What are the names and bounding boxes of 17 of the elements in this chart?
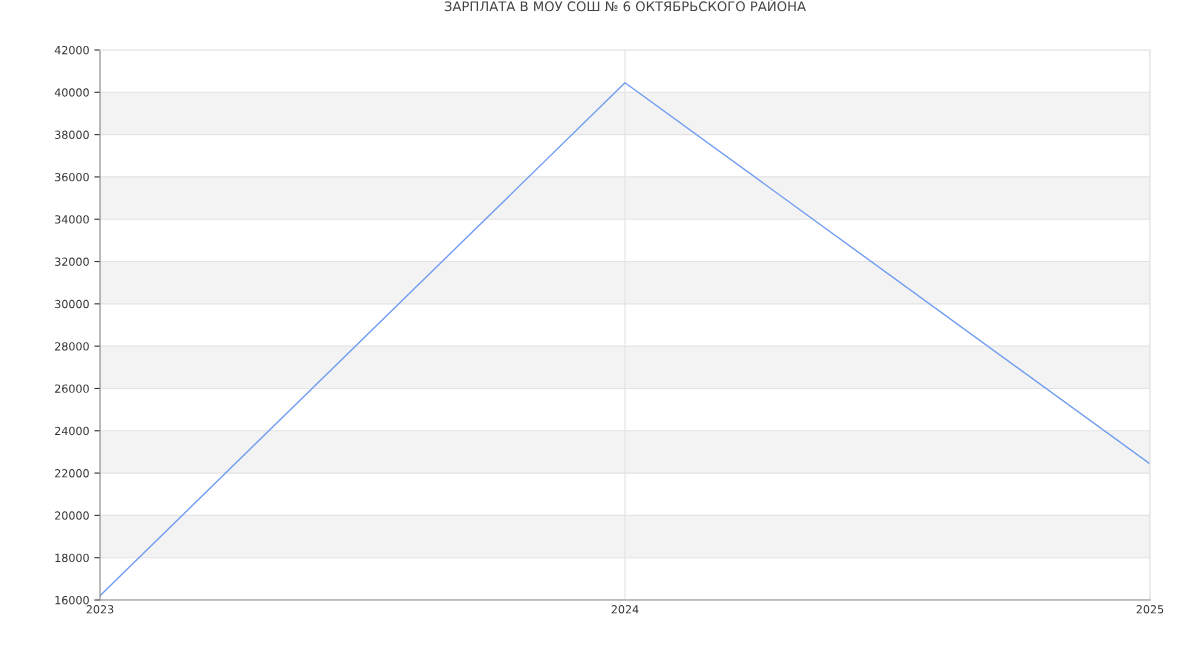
y-tick-label: 18000 bbox=[55, 553, 89, 563]
y-tick-label: 32000 bbox=[55, 257, 89, 266]
y-tick-label: 24000 bbox=[55, 426, 89, 436]
x-tick-label: 2024 bbox=[611, 605, 639, 614]
y-tick-label: 38000 bbox=[55, 130, 89, 139]
y-tick-label: 34000 bbox=[55, 215, 89, 224]
y-tick-label: 28000 bbox=[55, 342, 89, 351]
y-tick-label: 16000 bbox=[55, 595, 89, 605]
y-tick-label: 20000 bbox=[55, 511, 89, 520]
y-tick-label: 42000 bbox=[54, 45, 89, 55]
x-tick-label: 2023 bbox=[86, 605, 114, 614]
y-tick-label: 36000 bbox=[55, 172, 89, 182]
y-tick-label: 40000 bbox=[54, 88, 89, 97]
y-tick-label: 30000 bbox=[55, 299, 89, 309]
y-tick-label: 22000 bbox=[55, 469, 89, 478]
y-tick-label: 26000 bbox=[55, 384, 89, 393]
x-tick-label: 2025 bbox=[1136, 605, 1164, 614]
